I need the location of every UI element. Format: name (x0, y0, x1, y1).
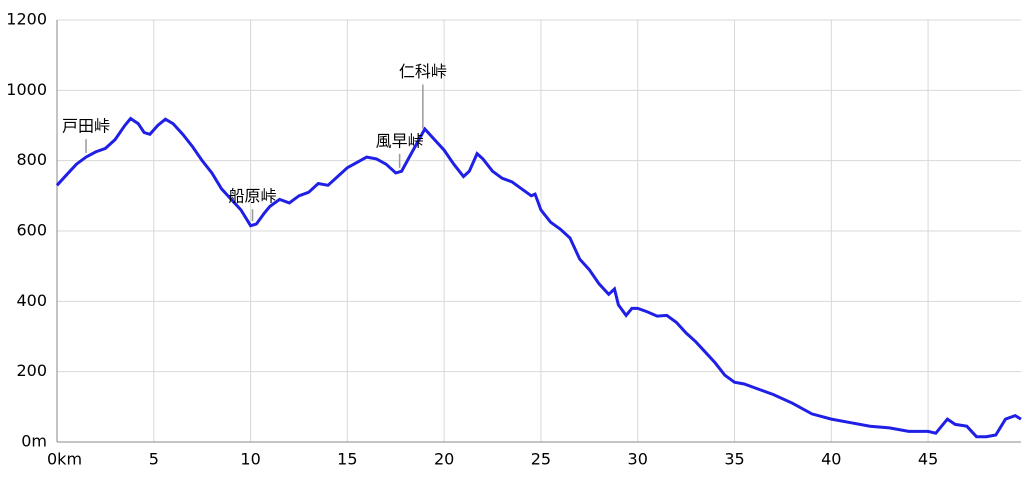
y-tick-label: 800 (16, 150, 47, 169)
x-tick-label: 15 (337, 450, 357, 469)
x-tick-label: 25 (531, 450, 551, 469)
x-tick-label: 0km (47, 450, 82, 469)
annotation: 船原峠 (229, 187, 277, 206)
y-tick-label: 400 (16, 291, 47, 310)
y-tick-label: 1000 (6, 80, 47, 99)
x-tick-label: 10 (240, 450, 260, 469)
annotation: 仁科峠 (399, 62, 447, 81)
x-tick-label: 30 (628, 450, 648, 469)
x-tick-label: 35 (724, 450, 744, 469)
y-tick-label: 200 (16, 361, 47, 380)
elevation-line (55, 116, 1022, 439)
x-tick-label: 40 (821, 450, 841, 469)
y-tick-label: 0m (21, 432, 47, 451)
annotation: 戸田峠 (62, 117, 110, 136)
annotation: 風早峠 (376, 131, 424, 150)
y-tick-label: 600 (16, 221, 47, 240)
x-tick-label: 20 (434, 450, 454, 469)
x-tick-label: 5 (149, 450, 159, 469)
x-tick-label: 45 (918, 450, 938, 469)
y-tick-label: 1200 (6, 10, 47, 29)
